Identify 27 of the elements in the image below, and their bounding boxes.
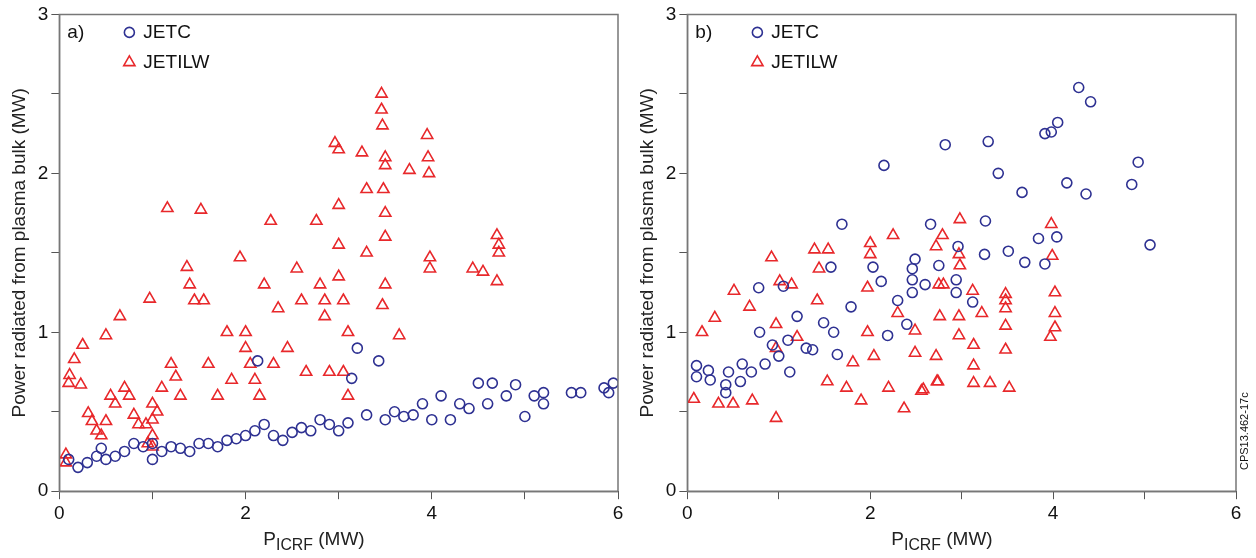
x-tick-label: 4 — [426, 501, 438, 523]
y-tick-label: 2 — [37, 161, 49, 183]
legend-label: JETC — [143, 20, 191, 42]
x-tick-label: 0 — [54, 501, 65, 523]
x-tick-label: 6 — [1230, 501, 1242, 523]
x-axis-title: P$_{ICRF}$ (MW) — [262, 528, 366, 554]
x-tick-label: 2 — [864, 501, 876, 523]
y-tick-label: 1 — [665, 320, 677, 342]
y-axis-title: Power radiated from plasma bulk (MW) — [635, 88, 657, 418]
y-tick-label: 2 — [665, 161, 677, 183]
x-tick-label: 4 — [1047, 501, 1059, 523]
x-tick-label: 2 — [240, 501, 251, 523]
y-axis-title: Power radiated from plasma bulk (MW) — [7, 88, 29, 418]
y-tick-label: 3 — [37, 2, 49, 24]
y-tick-label: 1 — [37, 320, 49, 342]
x-tick-label: 0 — [682, 501, 693, 523]
legend-label: JETC — [771, 20, 819, 42]
annotation: b) — [695, 20, 713, 42]
x-tick-label: 6 — [612, 501, 624, 523]
y-tick-label: 3 — [665, 2, 677, 24]
legend-label: JETILW — [771, 50, 838, 72]
text: CPS13.462-17c — [1238, 391, 1251, 471]
annotation: a) — [67, 20, 85, 42]
y-tick-label: 0 — [37, 479, 49, 501]
y-tick-label: 0 — [665, 479, 677, 501]
legend-label: JETILW — [143, 50, 210, 72]
x-axis-title: P$_{ICRF}$ (MW) — [890, 528, 994, 554]
